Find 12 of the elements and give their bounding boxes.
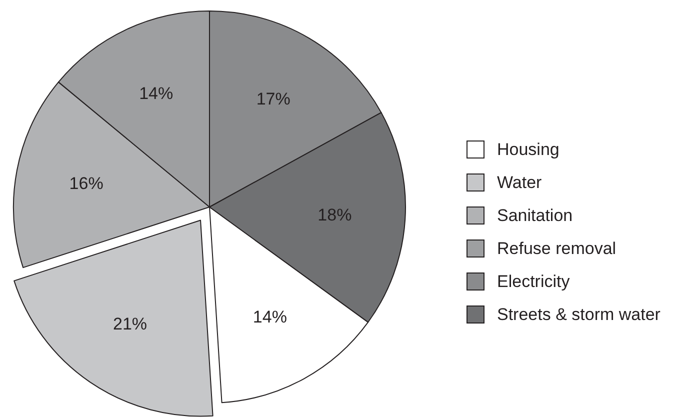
data-label: 14% xyxy=(252,307,287,326)
data-label: 16% xyxy=(69,174,104,193)
legend-label: Electricity xyxy=(497,272,570,291)
data-label: 14% xyxy=(139,84,174,103)
legend-label: Streets & storm water xyxy=(497,305,661,324)
legend-label: Water xyxy=(497,173,542,192)
legend-label: Housing xyxy=(497,140,560,159)
data-label: 18% xyxy=(318,205,352,224)
data-label: 17% xyxy=(256,90,290,109)
legend-label: Sanitation xyxy=(497,206,573,225)
data-label: 21% xyxy=(112,314,148,334)
legend-label: Refuse removal xyxy=(497,239,616,258)
